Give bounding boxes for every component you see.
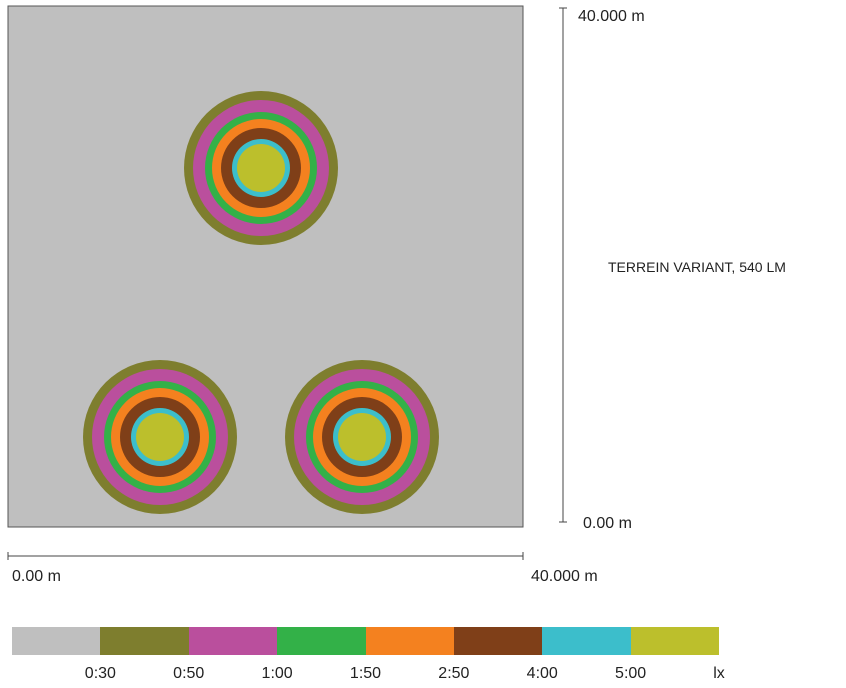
legend-tick-label: 0:50 [173, 665, 205, 682]
legend-swatch [277, 627, 366, 655]
y-axis-bottom-label: 0.00 m [583, 515, 632, 532]
light-source-bottom-right [285, 360, 439, 514]
isolux-plan [7, 5, 567, 560]
isolux-ring [237, 144, 285, 192]
isolux-ring [136, 413, 184, 461]
legend-tick-label: 1:00 [261, 665, 293, 682]
legend-tick-label: 5:00 [615, 665, 647, 682]
legend-tick-label: 1:50 [349, 665, 382, 682]
legend-tick-label: 2:50 [438, 665, 470, 682]
legend-swatch [188, 627, 278, 655]
legend-swatch [12, 627, 101, 655]
x-axis-start-label: 0.00 m [12, 568, 61, 585]
y-axis-top-label: 40.000 m [578, 8, 645, 25]
light-source-top [184, 91, 338, 245]
light-source-bottom-left [83, 360, 237, 514]
legend-tick-label: lx [713, 665, 725, 682]
isolux-contours [83, 91, 439, 514]
legend-tick-label: 0:30 [84, 665, 116, 682]
variant-title: TERREIN VARIANT, 540 LM [608, 259, 786, 275]
legend-swatch [542, 627, 631, 655]
legend-swatch [365, 627, 454, 655]
legend-color-bar [12, 627, 719, 655]
x-axis-end-label: 40.000 m [531, 568, 598, 585]
legend-swatch [630, 627, 719, 655]
legend-swatch [100, 627, 189, 655]
legend-swatch [453, 627, 543, 655]
legend-tick-label: 4:00 [526, 665, 558, 682]
isolux-ring [338, 413, 386, 461]
